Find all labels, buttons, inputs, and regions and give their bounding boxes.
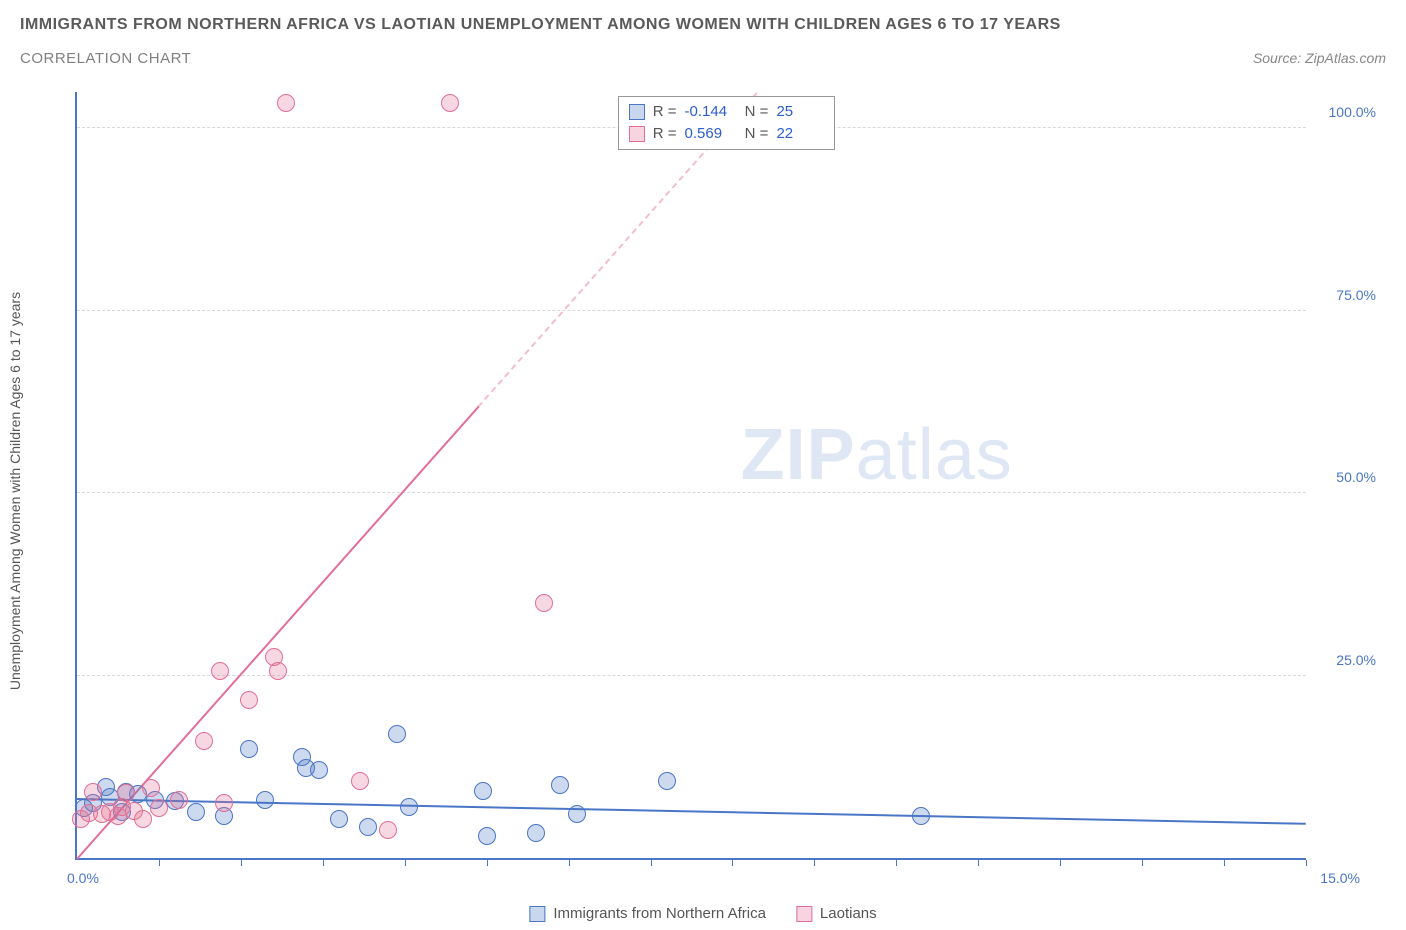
data-point bbox=[359, 818, 377, 836]
data-point bbox=[330, 810, 348, 828]
data-point bbox=[240, 740, 258, 758]
correlation-stats-box: R = -0.144 N = 25 R = 0.569 N = 22 bbox=[618, 96, 836, 150]
data-point bbox=[150, 799, 168, 817]
chart-subtitle: CORRELATION CHART bbox=[20, 50, 191, 67]
y-tick-label: 25.0% bbox=[1316, 652, 1376, 668]
x-minor-tick bbox=[978, 860, 979, 866]
x-minor-tick bbox=[487, 860, 488, 866]
data-point bbox=[658, 772, 676, 790]
y-tick-label: 75.0% bbox=[1316, 287, 1376, 303]
x-max-label: 15.0% bbox=[1320, 870, 1360, 886]
x-minor-tick bbox=[896, 860, 897, 866]
y-tick-label: 50.0% bbox=[1316, 469, 1376, 485]
stat-n-label: N = bbox=[741, 101, 769, 123]
legend-label: Laotians bbox=[820, 905, 877, 922]
data-point bbox=[527, 824, 545, 842]
chart-title: IMMIGRANTS FROM NORTHERN AFRICA VS LAOTI… bbox=[20, 16, 1386, 34]
y-tick-label: 100.0% bbox=[1316, 104, 1376, 120]
legend-swatch bbox=[529, 906, 545, 922]
legend-swatch bbox=[629, 126, 645, 142]
stat-n-value: 25 bbox=[776, 101, 824, 123]
data-point bbox=[170, 791, 188, 809]
data-point bbox=[117, 784, 135, 802]
x-minor-tick bbox=[1060, 860, 1061, 866]
series-legend: Immigrants from Northern Africa Laotians bbox=[529, 905, 876, 922]
plot-region: ZIPatlas 25.0%50.0%75.0%100.0%R =-0.144 … bbox=[75, 92, 1306, 860]
gridline bbox=[77, 675, 1306, 676]
data-point bbox=[441, 94, 459, 112]
data-point bbox=[568, 805, 586, 823]
y-axis-label: Unemployment Among Women with Children A… bbox=[7, 292, 23, 690]
data-point bbox=[388, 725, 406, 743]
stats-row: R = -0.144 N = 25 bbox=[629, 101, 825, 123]
stat-r-value: -0.144 bbox=[685, 101, 733, 123]
data-point bbox=[269, 662, 287, 680]
stat-r-value: 0.569 bbox=[685, 123, 733, 145]
data-point bbox=[240, 691, 258, 709]
x-minor-tick bbox=[1142, 860, 1143, 866]
x-minor-tick bbox=[569, 860, 570, 866]
stat-n-label: N = bbox=[741, 123, 769, 145]
x-minor-tick bbox=[323, 860, 324, 866]
data-point bbox=[474, 782, 492, 800]
legend-label: Immigrants from Northern Africa bbox=[553, 905, 766, 922]
x-minor-tick bbox=[814, 860, 815, 866]
x-minor-tick bbox=[732, 860, 733, 866]
x-minor-tick bbox=[159, 860, 160, 866]
stat-n-value: 22 bbox=[776, 123, 824, 145]
legend-swatch bbox=[796, 906, 812, 922]
legend-item: Laotians bbox=[796, 905, 877, 922]
x-minor-tick bbox=[1224, 860, 1225, 866]
data-point bbox=[215, 794, 233, 812]
x-minor-tick bbox=[651, 860, 652, 866]
data-point bbox=[277, 94, 295, 112]
data-point bbox=[195, 732, 213, 750]
data-point bbox=[84, 783, 102, 801]
x-minor-tick bbox=[405, 860, 406, 866]
gridline bbox=[77, 492, 1306, 493]
data-point bbox=[211, 662, 229, 680]
data-point bbox=[478, 827, 496, 845]
data-point bbox=[351, 772, 369, 790]
data-point bbox=[256, 791, 274, 809]
data-point bbox=[134, 810, 152, 828]
watermark: ZIPatlas bbox=[741, 414, 1013, 496]
stat-r-label: R = bbox=[653, 123, 677, 145]
gridline bbox=[77, 310, 1306, 311]
data-point bbox=[912, 807, 930, 825]
data-point bbox=[400, 798, 418, 816]
chart-area: Unemployment Among Women with Children A… bbox=[55, 92, 1386, 890]
data-point bbox=[551, 776, 569, 794]
legend-swatch bbox=[629, 104, 645, 120]
stats-row: R = 0.569 N = 22 bbox=[629, 123, 825, 145]
origin-label: 0.0% bbox=[67, 870, 99, 886]
stat-r-label: R = bbox=[653, 101, 677, 123]
data-point bbox=[535, 594, 553, 612]
data-point bbox=[142, 779, 160, 797]
data-point bbox=[379, 821, 397, 839]
x-minor-tick bbox=[241, 860, 242, 866]
data-point bbox=[187, 803, 205, 821]
legend-item: Immigrants from Northern Africa bbox=[529, 905, 766, 922]
x-minor-tick bbox=[1306, 860, 1307, 866]
data-point bbox=[310, 761, 328, 779]
source-attribution: Source: ZipAtlas.com bbox=[1253, 50, 1386, 66]
